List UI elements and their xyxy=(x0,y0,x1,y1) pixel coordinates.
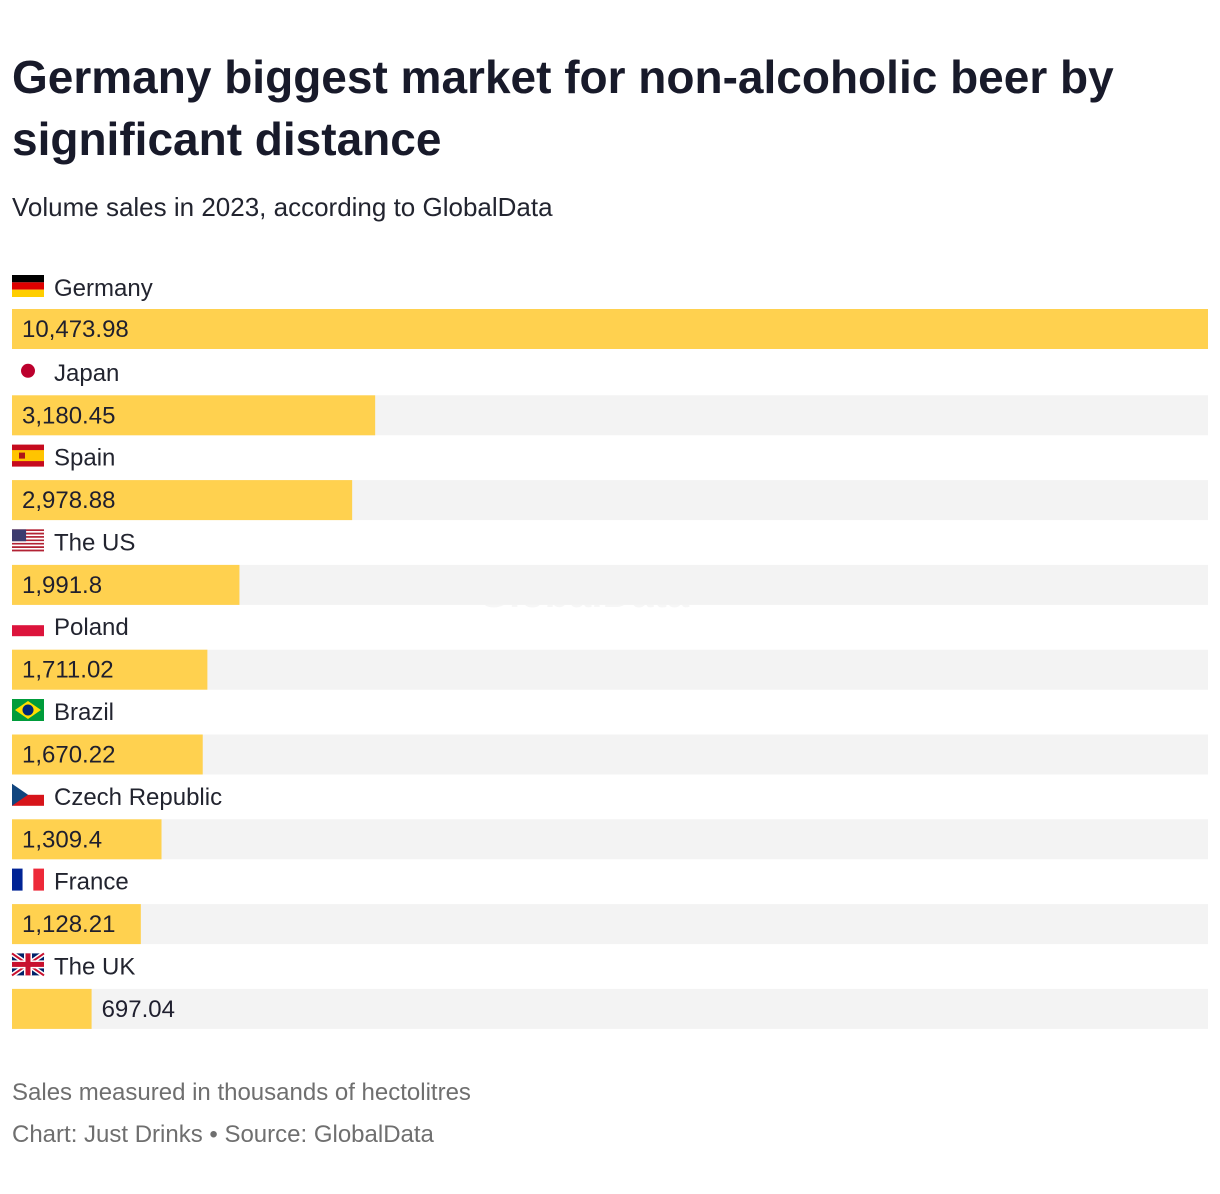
category-label: The UK xyxy=(54,953,135,980)
bar-row: The US 1,991.8 xyxy=(12,529,1208,605)
value-label: 2,978.88 xyxy=(22,487,115,514)
value-label: 10,473.98 xyxy=(22,316,129,343)
bar xyxy=(12,988,92,1029)
bar xyxy=(12,734,203,775)
category-label: Japan xyxy=(54,360,119,387)
value-label: 1,309.4 xyxy=(22,826,102,853)
category-label: The US xyxy=(54,529,135,556)
category-label: Spain xyxy=(54,445,115,472)
category-label: Czech Republic xyxy=(54,784,222,811)
usa-flag-icon xyxy=(12,529,44,552)
bar-track xyxy=(12,904,1208,945)
value-label: 1,711.02 xyxy=(22,657,114,684)
bar xyxy=(12,649,208,690)
czech-flag-icon xyxy=(12,783,44,806)
bar-row: Spain 2,978.88 xyxy=(12,444,1208,521)
spain-flag-icon xyxy=(12,444,44,467)
category-label: France xyxy=(54,869,129,896)
japan-flag-icon xyxy=(12,359,44,382)
value-label: 1,991.8 xyxy=(22,572,102,599)
value-label: 1,128.21 xyxy=(22,911,115,938)
poland-flag-icon xyxy=(12,614,44,637)
value-label: 1,670.22 xyxy=(22,742,115,769)
value-label: 3,180.45 xyxy=(22,402,115,429)
bar xyxy=(12,904,141,945)
chart-title: Germany biggest market for non-alcoholic… xyxy=(12,51,1114,165)
germany-flag-icon xyxy=(12,275,44,297)
category-label: Poland xyxy=(54,614,129,641)
bar-track xyxy=(12,819,1208,860)
category-label: Germany xyxy=(54,275,153,302)
bar xyxy=(12,309,1208,349)
bar-track xyxy=(12,649,1208,690)
bar-row: Germany 10,473.98 xyxy=(12,275,1208,349)
uk-flag-icon xyxy=(10,951,46,978)
chart-note: Sales measured in thousands of hectolitr… xyxy=(12,1079,471,1106)
france-flag-icon xyxy=(12,868,44,891)
chart-source: Chart: Just Drinks • Source: GlobalData xyxy=(12,1121,434,1148)
bar-row: The UK 697.04 xyxy=(10,951,1208,1029)
bar-row: Czech Republic 1,309.4 xyxy=(12,783,1208,860)
bar-row: France 1,128.21 xyxy=(12,868,1208,945)
bar-row: Brazil 1,670.22 xyxy=(12,699,1208,775)
bar-track xyxy=(12,988,1208,1029)
bar xyxy=(12,395,376,436)
bar xyxy=(12,480,353,521)
chart-subtitle: Volume sales in 2023, according to Globa… xyxy=(12,192,553,222)
bar-row: Japan 3,180.45 xyxy=(12,359,1208,436)
bar-track xyxy=(12,734,1208,775)
bar-row: Poland 1,711.02 xyxy=(12,614,1208,690)
bar xyxy=(12,564,240,605)
bar xyxy=(12,819,162,860)
brazil-flag-icon xyxy=(12,699,44,721)
value-label: 697.04 xyxy=(102,996,175,1023)
category-label: Brazil xyxy=(54,699,114,726)
